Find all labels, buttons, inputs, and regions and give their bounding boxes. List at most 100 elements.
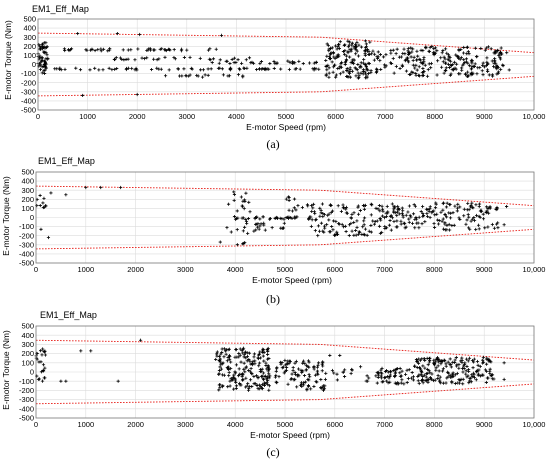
data-point — [467, 64, 472, 68]
data-point — [218, 357, 222, 361]
data-point — [76, 31, 80, 36]
data-point — [500, 52, 504, 56]
data-point — [419, 48, 423, 52]
data-point — [420, 222, 424, 226]
data-point — [485, 356, 489, 360]
data-point — [376, 50, 380, 54]
data-point — [481, 73, 485, 77]
data-point — [248, 378, 253, 382]
data-point — [327, 71, 331, 75]
data-point — [411, 375, 416, 379]
data-point — [220, 385, 225, 389]
data-point — [323, 213, 327, 217]
data-point — [437, 218, 441, 223]
data-point — [482, 65, 487, 69]
data-point — [410, 370, 414, 375]
data-point — [386, 370, 390, 374]
data-point — [239, 195, 243, 199]
data-point — [317, 361, 321, 365]
data-point — [347, 233, 351, 238]
data-point — [116, 379, 120, 383]
data-point — [248, 370, 253, 374]
data-point — [282, 371, 286, 375]
data-point — [262, 350, 266, 354]
data-point — [84, 185, 88, 190]
data-point — [228, 379, 232, 383]
data-point — [409, 46, 413, 50]
data-point — [450, 374, 455, 378]
data-point — [363, 49, 367, 53]
data-point — [419, 60, 423, 65]
data-point — [314, 217, 318, 221]
data-point — [39, 370, 44, 374]
data-point — [256, 386, 260, 391]
data-point — [399, 219, 403, 223]
data-point — [463, 72, 468, 76]
data-point — [407, 368, 411, 372]
data-point — [242, 353, 246, 357]
data-point — [329, 203, 333, 208]
data-point — [364, 45, 369, 49]
data-point — [43, 376, 47, 380]
data-point — [218, 365, 222, 369]
data-point — [42, 196, 46, 200]
data-point — [225, 225, 229, 230]
data-point — [226, 385, 230, 389]
data-point — [124, 67, 128, 72]
data-point — [46, 56, 50, 60]
data-point — [237, 367, 241, 371]
data-point — [448, 362, 452, 366]
data-point — [241, 377, 245, 382]
data-point — [43, 366, 47, 370]
data-point — [483, 368, 488, 372]
data-point — [349, 216, 353, 220]
data-point — [401, 209, 405, 213]
data-point — [474, 378, 478, 382]
data-point — [464, 372, 468, 376]
data-point — [294, 359, 298, 363]
data-point — [487, 211, 491, 215]
data-point — [244, 365, 248, 369]
data-point — [486, 206, 490, 211]
data-point — [418, 358, 422, 362]
data-point — [335, 378, 339, 382]
data-point — [499, 67, 503, 71]
data-point — [453, 381, 457, 386]
data-point — [208, 47, 212, 51]
data-point — [394, 64, 398, 69]
data-point — [307, 61, 312, 65]
data-point — [178, 74, 182, 78]
data-point — [316, 224, 321, 228]
data-point — [286, 382, 290, 386]
data-point — [389, 48, 393, 53]
data-point — [467, 381, 471, 385]
data-point — [358, 208, 362, 213]
data-point — [351, 60, 355, 65]
data-point — [293, 216, 297, 220]
data-point — [327, 66, 331, 70]
data-point — [375, 57, 380, 61]
x-tick-label: 4000 — [228, 112, 245, 121]
data-point — [45, 53, 49, 57]
y-tick-label: 200 — [21, 349, 34, 358]
data-point — [239, 360, 243, 364]
y-tick-label: 500 — [23, 15, 36, 24]
data-point — [302, 373, 307, 378]
y-tick-label: -500 — [19, 259, 34, 268]
data-point — [282, 221, 286, 225]
data-point — [319, 211, 323, 215]
data-point — [286, 59, 290, 63]
data-point — [350, 47, 354, 51]
data-point — [44, 66, 48, 70]
data-point — [347, 75, 351, 79]
data-point — [403, 52, 407, 56]
data-point — [417, 381, 421, 386]
data-point — [428, 45, 432, 50]
data-point — [262, 221, 266, 225]
data-point — [334, 73, 338, 77]
data-point — [372, 58, 376, 62]
data-point — [411, 47, 415, 51]
data-point — [149, 67, 154, 72]
x-tick-label: 10,000 — [523, 265, 546, 274]
data-point — [387, 223, 392, 227]
